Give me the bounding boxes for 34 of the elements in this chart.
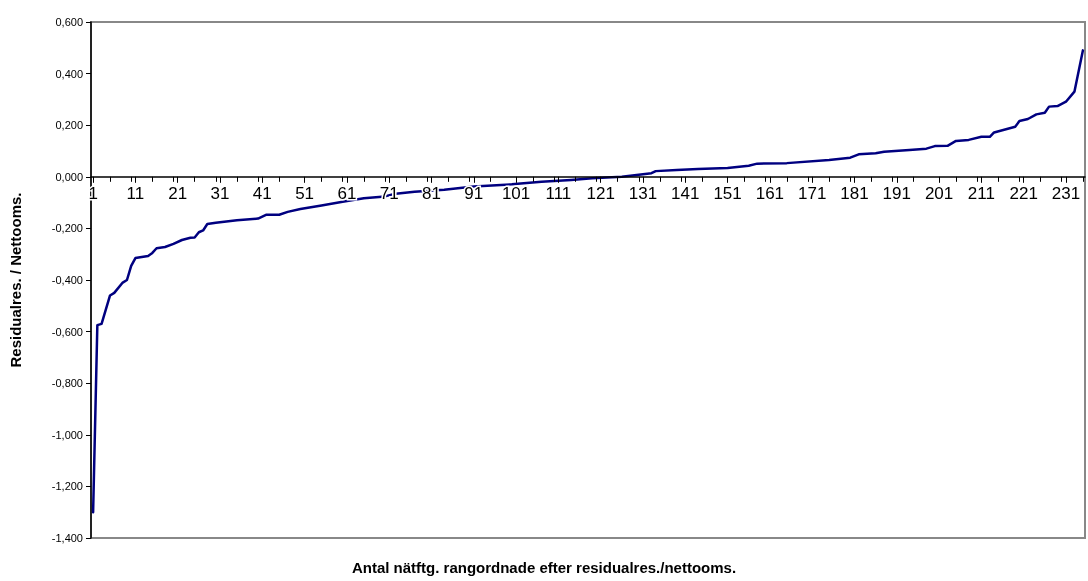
x-tick-label: 181: [840, 183, 869, 203]
y-tick-label: -0,800: [51, 377, 83, 390]
x-tick-label: 191: [882, 183, 911, 203]
y-tick-label: -1,400: [51, 532, 83, 544]
y-tick-label: 0,200: [55, 119, 83, 132]
x-tick-label: 211: [967, 183, 995, 203]
x-tick-label: 131: [628, 183, 658, 203]
x-tick-label: 51: [295, 183, 315, 203]
x-tick-label: 31: [210, 183, 230, 203]
x-tick-label: 121: [586, 183, 615, 203]
y-tick-label: -1,200: [51, 480, 83, 493]
x-tick-label: 141: [671, 183, 700, 203]
x-tick-label: 111: [545, 183, 572, 203]
x-tick-label: 151: [713, 183, 742, 203]
y-tick-label: -1,000: [51, 428, 83, 441]
x-tick-label: 61: [337, 183, 357, 203]
x-tick-label: 41: [252, 183, 272, 203]
y-tick-label: 0,600: [55, 16, 83, 28]
x-tick-label: 101: [501, 183, 531, 203]
x-axis-title: Antal nätftg. rangordnade efter residualres./nettooms.: [351, 559, 737, 576]
x-tick-label: 231: [1051, 183, 1081, 203]
x-tick-label: 201: [924, 183, 954, 203]
y-tick-label: -0,200: [51, 222, 83, 235]
x-tick-label: 221: [1009, 183, 1038, 203]
y-tick-label: 0,000: [55, 170, 83, 183]
x-tick-label: 11: [126, 183, 145, 203]
x-tick-label: 91: [464, 183, 484, 203]
y-tick-label: -0,600: [51, 325, 83, 338]
x-tick-label: 161: [755, 183, 785, 203]
x-tick-label: 21: [168, 183, 188, 203]
y-axis-title: Residualres. / Nettooms.: [7, 192, 24, 368]
y-tick-label: -0,400: [51, 274, 83, 286]
x-tick-label: 171: [797, 183, 827, 203]
y-tick-label: 0,400: [55, 67, 83, 80]
